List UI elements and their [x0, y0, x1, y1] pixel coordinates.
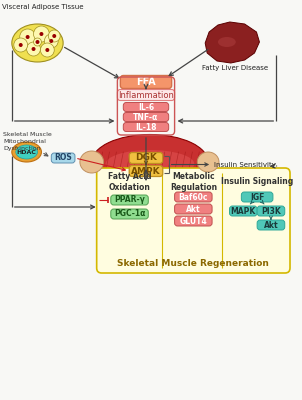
Text: Inflammation: Inflammation	[118, 90, 174, 100]
Text: Akt: Akt	[186, 204, 201, 214]
FancyBboxPatch shape	[123, 122, 169, 132]
Text: FFA: FFA	[136, 77, 156, 87]
Text: PGC-1α: PGC-1α	[114, 210, 145, 218]
FancyBboxPatch shape	[241, 192, 273, 202]
Circle shape	[36, 40, 40, 44]
Text: Baf60c: Baf60c	[178, 192, 208, 202]
FancyBboxPatch shape	[123, 112, 169, 122]
Text: PI3K: PI3K	[261, 206, 281, 216]
FancyBboxPatch shape	[230, 206, 257, 216]
FancyBboxPatch shape	[257, 206, 285, 216]
Text: GLUT4: GLUT4	[179, 216, 207, 226]
Circle shape	[40, 32, 43, 36]
FancyBboxPatch shape	[129, 152, 163, 164]
Text: IL-18: IL-18	[135, 122, 157, 132]
Ellipse shape	[12, 142, 41, 162]
Circle shape	[19, 43, 23, 47]
Ellipse shape	[12, 24, 63, 62]
Circle shape	[44, 34, 58, 48]
Ellipse shape	[92, 134, 208, 190]
Ellipse shape	[218, 37, 236, 47]
Circle shape	[27, 42, 40, 56]
Text: MAPK: MAPK	[231, 206, 256, 216]
Text: DGK: DGK	[135, 154, 157, 162]
Text: PPAR-γ: PPAR-γ	[114, 196, 145, 204]
Text: Dysfunction: Dysfunction	[3, 146, 40, 151]
FancyBboxPatch shape	[175, 192, 212, 202]
Text: Insulin Signaling: Insulin Signaling	[221, 178, 293, 186]
FancyBboxPatch shape	[51, 153, 75, 163]
FancyBboxPatch shape	[257, 220, 285, 230]
Circle shape	[34, 26, 49, 42]
Text: Akt: Akt	[264, 220, 278, 230]
FancyBboxPatch shape	[111, 209, 148, 219]
Circle shape	[26, 35, 30, 39]
Text: Visceral Adipose Tissue: Visceral Adipose Tissue	[2, 4, 83, 10]
FancyBboxPatch shape	[120, 76, 172, 88]
Text: Fatty Liver Disease: Fatty Liver Disease	[202, 65, 268, 71]
Circle shape	[45, 48, 49, 52]
Circle shape	[49, 39, 53, 43]
Text: Metabolic
Regulation: Metabolic Regulation	[170, 172, 217, 192]
Ellipse shape	[80, 151, 104, 173]
Polygon shape	[205, 22, 259, 63]
FancyBboxPatch shape	[175, 216, 212, 226]
Circle shape	[40, 43, 54, 57]
Text: Skeletal Muscle Regeneration: Skeletal Muscle Regeneration	[117, 258, 269, 268]
Text: Insulin Sensitivity: Insulin Sensitivity	[214, 162, 275, 168]
Circle shape	[52, 34, 56, 38]
Text: HDAC: HDAC	[17, 150, 37, 154]
Text: AMPK: AMPK	[131, 166, 161, 176]
FancyBboxPatch shape	[97, 168, 290, 273]
Text: ROS: ROS	[54, 154, 72, 162]
Ellipse shape	[197, 152, 219, 172]
Circle shape	[20, 29, 36, 45]
Ellipse shape	[16, 145, 37, 159]
Text: TNF-α: TNF-α	[133, 112, 159, 122]
Circle shape	[32, 47, 36, 51]
Circle shape	[14, 38, 27, 52]
FancyBboxPatch shape	[129, 166, 163, 176]
Ellipse shape	[105, 150, 194, 178]
Text: Mitochondrial: Mitochondrial	[3, 139, 46, 144]
Circle shape	[34, 38, 41, 46]
FancyBboxPatch shape	[111, 195, 148, 205]
FancyBboxPatch shape	[123, 102, 169, 112]
FancyBboxPatch shape	[175, 204, 212, 214]
FancyBboxPatch shape	[117, 90, 175, 100]
Text: IL-6: IL-6	[138, 102, 154, 112]
Circle shape	[48, 30, 60, 42]
Text: IGF: IGF	[250, 192, 264, 202]
Text: Skeletal Muscle: Skeletal Muscle	[3, 132, 52, 137]
Text: Fatty Acid
Oxidation: Fatty Acid Oxidation	[108, 172, 151, 192]
